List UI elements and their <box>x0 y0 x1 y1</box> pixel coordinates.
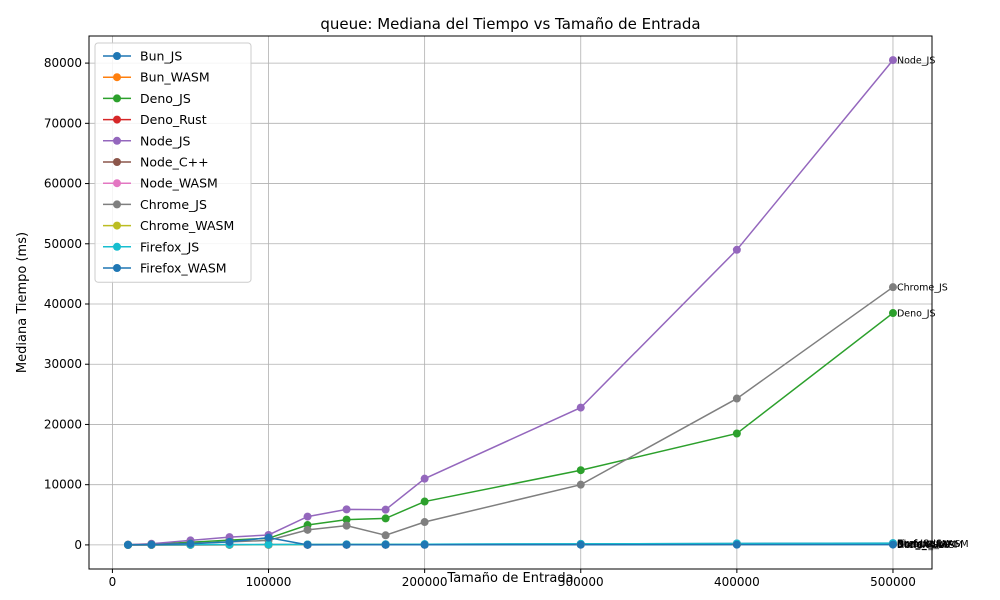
end-label-Chrome_JS: Chrome_JS <box>897 283 948 294</box>
legend-label-Firefox_JS: Firefox_JS <box>140 239 199 254</box>
x-tick-label: 300000 <box>558 575 604 589</box>
data-point-Deno_JS <box>381 514 390 523</box>
end-label-Firefox_JS: Firefox_JS <box>897 539 942 550</box>
data-point-Deno_JS <box>420 497 429 506</box>
end-label-Bun_JS: Bun_JS <box>897 539 929 550</box>
data-point-Chrome_JS <box>420 518 429 527</box>
data-point-Firefox_WASM <box>732 540 741 549</box>
y-tick-label: 10000 <box>44 478 82 492</box>
chart-title: queue: Mediana del Tiempo vs Tamaño de E… <box>320 15 700 33</box>
y-tick-label: 50000 <box>44 237 82 251</box>
x-axis-ticks: 0 100000 200000 300000 400000 500000 <box>109 569 916 589</box>
legend-marker-Chrome_JS <box>113 200 121 209</box>
y-tick-label: 60000 <box>44 177 82 191</box>
data-point-Firefox_WASM <box>576 540 585 549</box>
x-tick-label: 0 <box>109 575 117 589</box>
data-point-Firefox_WASM <box>124 540 133 549</box>
legend-label-Bun_JS: Bun_JS <box>140 49 182 64</box>
data-point-Chrome_JS <box>732 394 741 403</box>
legend-label-Chrome_JS: Chrome_JS <box>140 197 207 212</box>
legend-marker-Bun_WASM <box>113 73 121 82</box>
legend-label-Node_C++: Node_C++ <box>140 155 209 170</box>
legend-marker-Firefox_JS <box>113 242 121 251</box>
end-label-Firefox_WASM: Firefox_WASM <box>897 540 963 551</box>
y-tick-label: 0 <box>74 538 82 552</box>
legend-box <box>94 42 252 283</box>
data-point-Deno_JS <box>576 466 585 475</box>
y-tick-label: 70000 <box>44 116 82 130</box>
data-point-Chrome_JS <box>381 531 390 540</box>
data-point-Deno_JS <box>732 429 741 438</box>
legend-marker-Node_C++ <box>113 158 121 166</box>
legend-marker-Node_JS <box>113 136 121 145</box>
y-tick-label: 20000 <box>44 417 82 431</box>
data-point-Deno_JS <box>888 309 897 318</box>
data-point-Firefox_WASM <box>264 533 273 542</box>
legend-label-Node_WASM: Node_WASM <box>140 176 218 191</box>
data-point-Firefox_WASM <box>342 540 351 549</box>
data-point-Firefox_WASM <box>225 537 234 546</box>
data-point-Firefox_WASM <box>303 540 312 549</box>
x-tick-label: 500000 <box>870 575 916 589</box>
legend-marker-Bun_JS <box>113 52 121 60</box>
legend-marker-Deno_JS <box>113 94 121 103</box>
data-point-Deno_JS <box>342 515 351 524</box>
x-tick-label: 100000 <box>246 575 292 589</box>
end-label-Node_C++: Node_C++ <box>897 540 949 551</box>
series-line-Chrome_JS <box>128 286 894 546</box>
data-point-Node_JS <box>303 512 312 521</box>
end-label-Deno_JS: Deno_JS <box>897 309 936 320</box>
legend-label-Deno_Rust: Deno_Rust <box>140 112 207 127</box>
data-point-Node_JS <box>381 505 390 514</box>
plot-frame <box>88 35 933 570</box>
legend-marker-Chrome_WASM <box>113 221 121 230</box>
data-point-Chrome_JS <box>303 525 312 534</box>
legend-marker-Deno_Rust <box>113 115 121 124</box>
x-axis-label: Tamaño de Entrada <box>446 571 573 586</box>
legend-label-Chrome_WASM: Chrome_WASM <box>140 218 234 233</box>
y-tick-label: 80000 <box>44 56 82 70</box>
data-point-Node_JS <box>732 245 741 254</box>
legend-label-Node_JS: Node_JS <box>140 133 191 148</box>
legend: Bun_JS Bun_WASM Deno_JS Deno_Rust Node_JS Nod… <box>94 42 252 283</box>
data-point-Node_JS <box>420 474 429 483</box>
end-label-Chrome_WASM: Chrome_WASM <box>897 539 969 550</box>
data-point-Firefox_WASM <box>186 539 195 548</box>
y-tick-label: 40000 <box>44 297 82 311</box>
legend-label-Bun_WASM: Bun_WASM <box>140 70 210 85</box>
y-axis-ticks: 0 10000 20000 30000 40000 50000 60000 70000 8000… <box>44 56 89 552</box>
legend-label-Deno_JS: Deno_JS <box>140 91 191 106</box>
data-point-Chrome_JS <box>888 283 897 292</box>
end-label-Bun_WASM: Bun_WASM <box>897 540 950 551</box>
data-point-Firefox_WASM <box>381 540 390 549</box>
x-tick-label: 200000 <box>402 575 448 589</box>
data-point-Firefox_WASM <box>147 540 156 549</box>
series-line-Deno_JS <box>128 312 894 546</box>
series-points <box>124 56 897 549</box>
end-label-Deno_Rust: Deno_Rust <box>897 540 948 551</box>
series-line-Node_JS <box>128 59 894 546</box>
legend-label-Firefox_WASM: Firefox_WASM <box>140 261 227 276</box>
data-point-Node_JS <box>576 403 585 412</box>
legend-marker-Firefox_WASM <box>113 264 121 272</box>
series-lines <box>128 59 894 546</box>
end-label-Node_WASM: Node_WASM <box>897 539 956 550</box>
data-point-Firefox_WASM <box>420 540 429 549</box>
series-line-Firefox_WASM <box>128 536 893 546</box>
end-label-Node_JS: Node_JS <box>897 56 935 67</box>
end-labels: Node_JS Chrome_JS Deno_JS Bun_JSBun_WASMDen… <box>897 56 969 552</box>
data-point-Chrome_JS <box>576 480 585 489</box>
data-point-Firefox_JS <box>264 540 273 549</box>
legend-marker-Node_WASM <box>113 179 121 188</box>
y-tick-label: 30000 <box>44 357 82 371</box>
x-tick-label: 400000 <box>714 575 760 589</box>
data-point-Node_JS <box>888 56 897 65</box>
data-point-Chrome_JS <box>342 521 351 530</box>
y-axis-label: Mediana Tiempo (ms) <box>15 232 30 373</box>
data-point-Node_JS <box>342 505 351 514</box>
data-point-Firefox_WASM <box>888 540 897 549</box>
